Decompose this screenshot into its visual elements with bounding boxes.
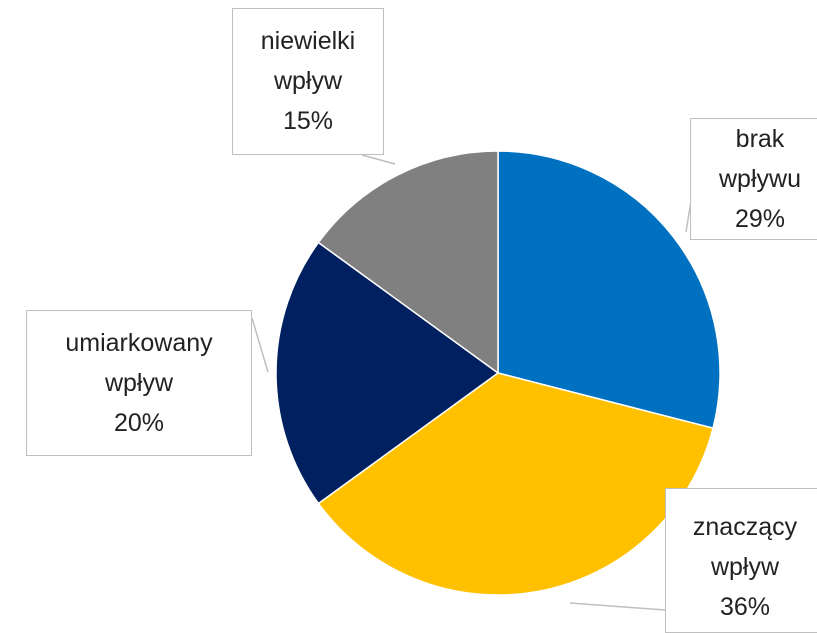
leader-line — [361, 154, 396, 165]
data-label: brak wpływu 29% — [690, 118, 817, 240]
category-label: niewielki wpływ — [260, 27, 356, 95]
data-label: niewielki wpływ 15% — [232, 8, 384, 155]
value-label: 29% — [734, 205, 786, 233]
value-label: 15% — [282, 107, 334, 135]
value-label: 20% — [113, 409, 165, 437]
data-label: znaczący wpływ 36% — [665, 488, 817, 633]
value-label: 36% — [719, 593, 771, 621]
pie-slice — [275, 241, 500, 505]
pie — [275, 150, 721, 596]
category-label: umiarkowany wpływ — [65, 329, 213, 397]
leader-line — [569, 602, 666, 611]
category-label: brak wpływu — [719, 125, 801, 193]
pie-slice — [317, 150, 499, 375]
category-label: znaczący wpływ — [692, 513, 798, 581]
pie-slice — [497, 150, 721, 430]
data-label: umiarkowany wpływ 20% — [26, 310, 252, 456]
leader-line — [251, 317, 269, 373]
